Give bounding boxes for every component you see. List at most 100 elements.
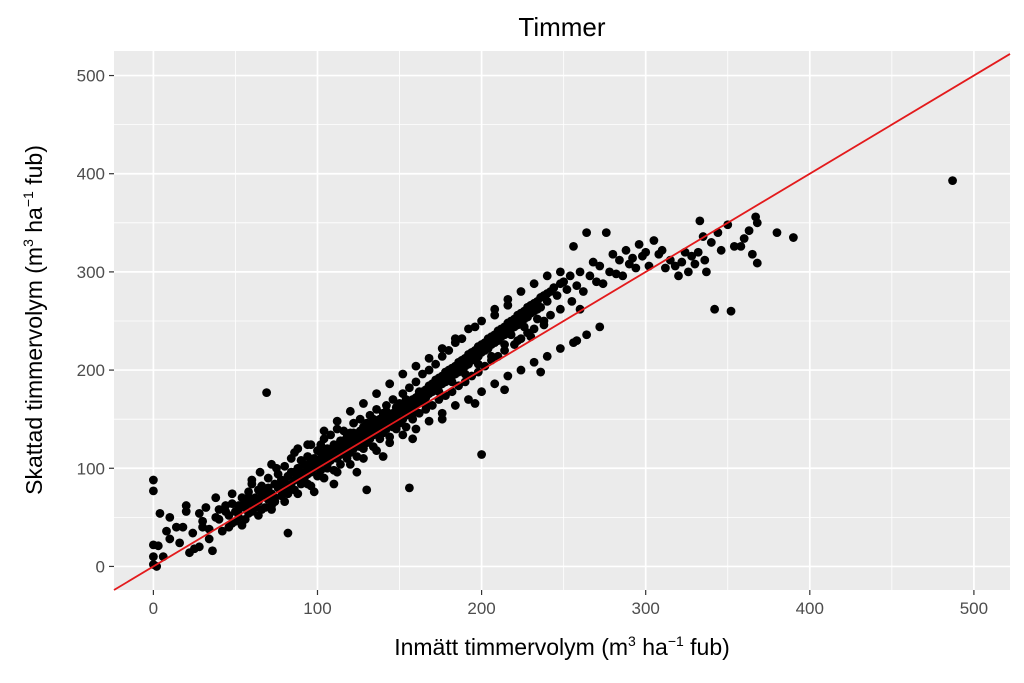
data-point xyxy=(148,486,158,496)
data-point xyxy=(255,467,265,477)
data-point xyxy=(319,434,329,444)
data-point xyxy=(352,467,362,477)
data-point xyxy=(395,401,404,410)
data-point xyxy=(267,459,276,469)
data-point xyxy=(542,351,552,361)
data-point xyxy=(421,401,431,410)
data-point xyxy=(181,501,191,510)
data-point xyxy=(355,414,365,424)
data-point xyxy=(641,247,651,257)
chart-title: Timmer xyxy=(518,12,605,42)
data-point xyxy=(555,267,565,277)
data-point xyxy=(372,404,381,414)
data-point xyxy=(470,399,480,408)
data-point xyxy=(477,450,486,459)
data-point xyxy=(431,359,441,369)
data-point xyxy=(155,509,165,518)
data-point xyxy=(263,473,273,483)
data-point xyxy=(316,448,326,457)
data-point xyxy=(427,401,437,410)
data-point xyxy=(477,387,486,397)
data-point xyxy=(283,489,293,499)
data-point xyxy=(729,241,739,251)
data-point xyxy=(716,245,726,255)
data-point xyxy=(788,233,798,242)
data-point xyxy=(506,330,516,340)
points-layer xyxy=(148,176,957,571)
data-point xyxy=(536,302,546,312)
data-point xyxy=(359,399,368,408)
data-point xyxy=(615,255,624,265)
data-point xyxy=(217,526,227,536)
x-axis-title: Inmätt timmervolym (m3 ha−1 fub) xyxy=(394,633,730,660)
data-point xyxy=(437,414,447,424)
data-point xyxy=(503,294,513,304)
data-point xyxy=(276,479,286,489)
data-point xyxy=(739,234,749,243)
data-point xyxy=(513,336,523,346)
data-point xyxy=(493,334,503,344)
data-point xyxy=(401,395,411,404)
data-point xyxy=(723,220,733,230)
data-point xyxy=(542,271,552,281)
data-point xyxy=(411,361,421,371)
data-point xyxy=(280,497,290,507)
data-point xyxy=(674,271,683,281)
data-point xyxy=(582,228,592,238)
data-point xyxy=(490,379,500,389)
data-point xyxy=(948,176,957,185)
data-point xyxy=(500,340,509,349)
data-point xyxy=(257,505,267,514)
data-point xyxy=(270,497,280,507)
data-point xyxy=(332,467,342,477)
data-point xyxy=(372,446,381,455)
data-point xyxy=(404,483,414,493)
data-point xyxy=(411,377,421,387)
data-point xyxy=(500,385,509,395)
data-point xyxy=(649,236,659,245)
data-point xyxy=(601,228,611,238)
data-point xyxy=(582,330,592,340)
data-point xyxy=(657,245,667,255)
data-point xyxy=(418,369,427,379)
data-point xyxy=(549,283,559,293)
data-point xyxy=(628,253,637,263)
data-point xyxy=(744,226,754,236)
data-point xyxy=(634,240,644,249)
data-point xyxy=(165,512,175,522)
data-point xyxy=(532,314,542,324)
data-point xyxy=(290,467,299,477)
data-point xyxy=(575,304,585,314)
data-point xyxy=(424,416,434,426)
data-point xyxy=(188,528,198,538)
data-point xyxy=(408,408,418,418)
data-point xyxy=(424,353,434,363)
y-tick-label: 300 xyxy=(77,263,105,282)
data-point xyxy=(385,438,395,448)
data-point xyxy=(546,310,555,320)
data-point xyxy=(588,257,598,267)
data-point xyxy=(569,241,578,251)
data-point xyxy=(490,304,500,314)
y-tick-label: 100 xyxy=(77,459,105,478)
data-point xyxy=(464,324,473,334)
data-point xyxy=(319,426,329,436)
data-point xyxy=(227,489,237,499)
data-point xyxy=(464,395,473,404)
data-point xyxy=(398,430,408,440)
data-point xyxy=(234,505,244,514)
data-point xyxy=(516,287,526,296)
x-tick-label: 500 xyxy=(960,599,988,618)
data-point xyxy=(529,324,539,334)
data-point xyxy=(198,516,208,526)
data-point xyxy=(296,475,306,485)
data-point xyxy=(519,322,529,332)
data-point xyxy=(772,228,782,238)
identity-line xyxy=(113,53,1011,591)
data-point xyxy=(700,255,710,265)
data-point xyxy=(747,249,757,259)
data-point xyxy=(382,406,391,416)
data-point xyxy=(608,249,618,259)
data-point xyxy=(162,526,171,536)
